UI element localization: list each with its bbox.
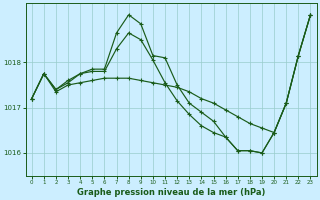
- X-axis label: Graphe pression niveau de la mer (hPa): Graphe pression niveau de la mer (hPa): [77, 188, 265, 197]
